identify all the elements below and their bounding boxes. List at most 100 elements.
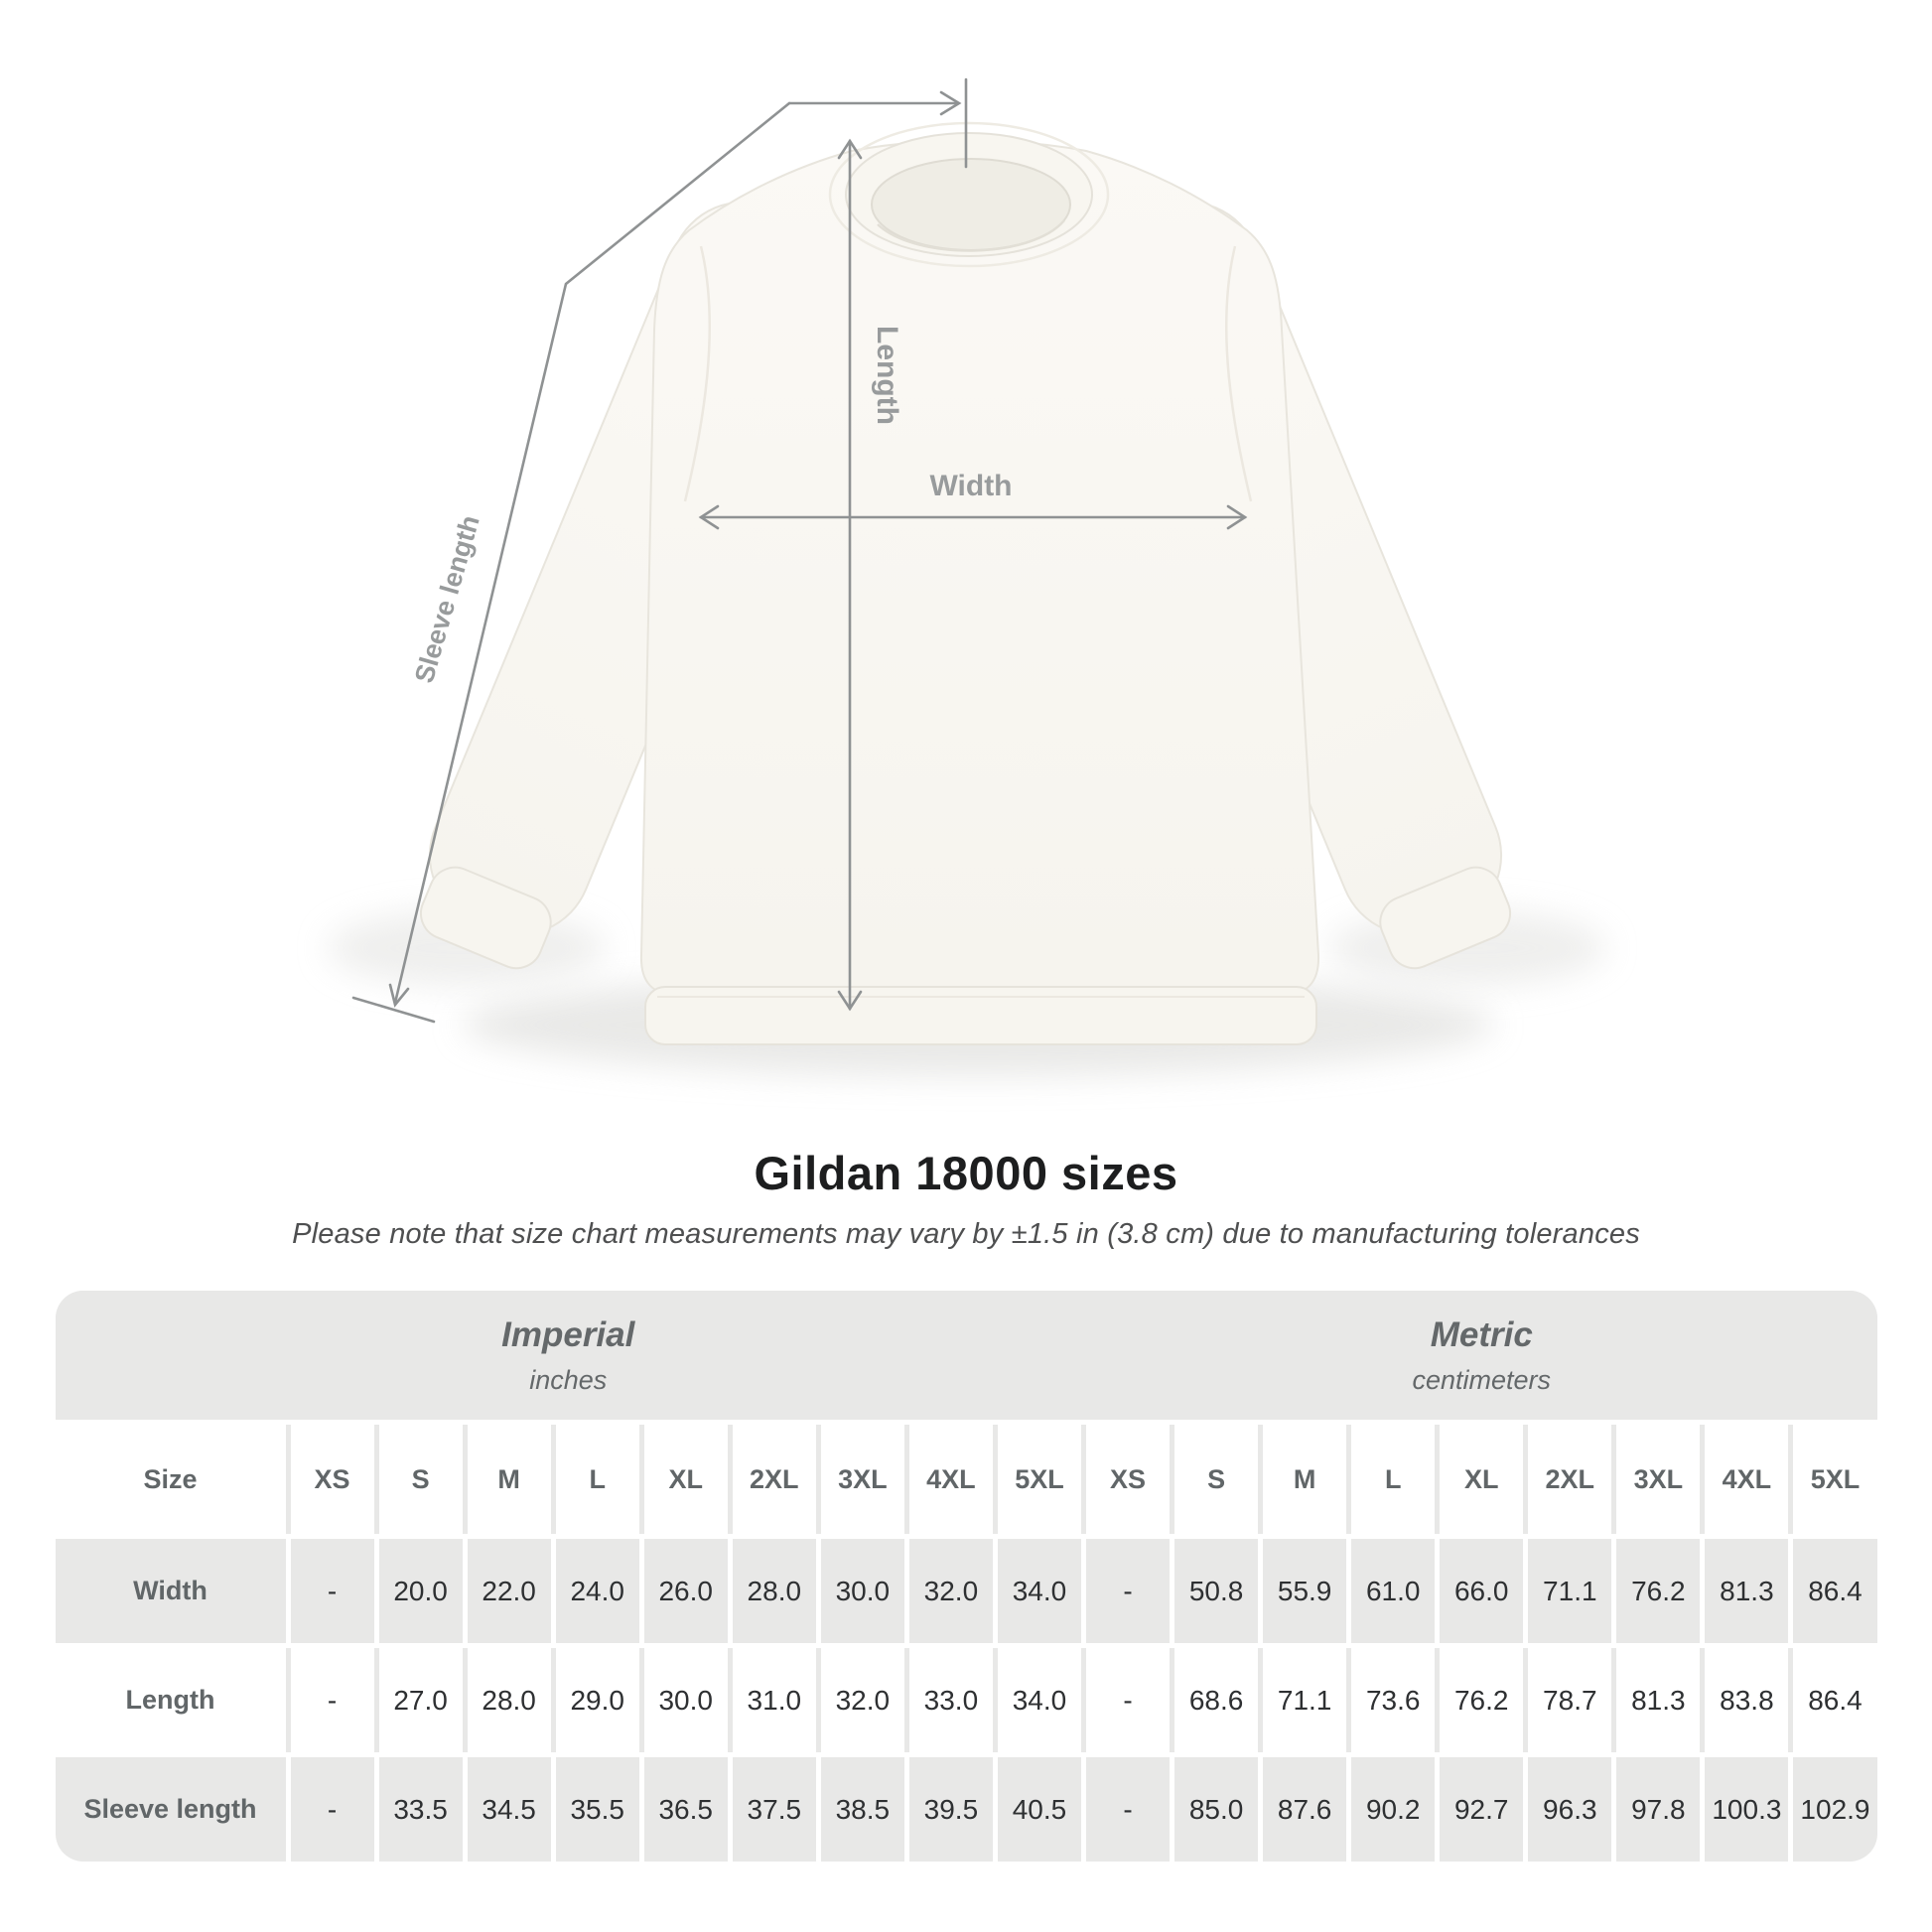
- sleeve-length-label: Sleeve length: [409, 512, 485, 687]
- measurement-value-cell: 102.9: [1793, 1757, 1877, 1862]
- size-col-header: 5XL: [1793, 1425, 1877, 1534]
- measurement-value-cell: 29.0: [555, 1648, 639, 1752]
- measurement-value-cell: 66.0: [1440, 1539, 1524, 1643]
- measurement-value-cell: 34.5: [467, 1757, 551, 1862]
- measurement-value-cell: -: [1086, 1757, 1171, 1862]
- imperial-group-header: Imperial inches: [55, 1291, 1081, 1420]
- measurement-value-cell: 71.1: [1263, 1648, 1347, 1752]
- row-label-sleeve-length: Sleeve length: [55, 1757, 286, 1862]
- measurement-value-cell: 50.8: [1174, 1539, 1259, 1643]
- measurement-value-cell: -: [290, 1757, 374, 1862]
- right-shoulder-seam: [1224, 245, 1253, 502]
- left-cuff: [420, 866, 552, 970]
- measurement-value-cell: 76.2: [1616, 1539, 1701, 1643]
- measurement-value-cell: 55.9: [1263, 1539, 1347, 1643]
- sweatshirt-measurement-figure: Length Width Sleeve length: [328, 77, 1606, 1076]
- right-cuff: [1379, 866, 1511, 970]
- size-col-header: 4XL: [908, 1425, 993, 1534]
- imperial-label: Imperial: [501, 1314, 635, 1354]
- size-col-header: XL: [643, 1425, 728, 1534]
- sleeve-length-row: Sleeve length -33.5 34.5 35.5 36.5 37.5 38.5 3…: [55, 1752, 1877, 1862]
- measurement-value-cell: -: [1086, 1539, 1171, 1643]
- imperial-unit: inches: [529, 1364, 608, 1395]
- measurement-value-cell: 28.0: [467, 1648, 551, 1752]
- size-col-header: XS: [1086, 1425, 1171, 1534]
- size-col-header: L: [555, 1425, 639, 1534]
- row-label-length: Length: [55, 1648, 286, 1752]
- size-col-header: L: [1351, 1425, 1436, 1534]
- measurement-value-cell: 73.6: [1351, 1648, 1436, 1752]
- measurement-value-cell: 27.0: [378, 1648, 463, 1752]
- measurement-value-cell: 30.0: [820, 1539, 904, 1643]
- length-row: Length -27.0 28.0 29.0 30.0 31.0 32.0 33.0 34.0…: [55, 1643, 1877, 1752]
- measurement-value-cell: 33.5: [378, 1757, 463, 1862]
- measurement-value-cell: 92.7: [1440, 1757, 1524, 1862]
- size-col-header: XS: [290, 1425, 374, 1534]
- width-label: Width: [929, 470, 1012, 502]
- measurement-value-cell: 20.0: [378, 1539, 463, 1643]
- hem-band: [644, 986, 1317, 1045]
- size-corner-header: Size: [55, 1425, 286, 1534]
- measurement-value-cell: -: [1086, 1648, 1171, 1752]
- size-col-header: 2XL: [732, 1425, 816, 1534]
- measurement-value-cell: 90.2: [1351, 1757, 1436, 1862]
- size-table: Imperial inches Metric centimeters Size …: [55, 1291, 1877, 1862]
- measurement-value-cell: 76.2: [1440, 1648, 1524, 1752]
- measurement-value-cell: 81.3: [1616, 1648, 1701, 1752]
- measurement-value-cell: 38.5: [820, 1757, 904, 1862]
- measurement-value-cell: 26.0: [643, 1539, 728, 1643]
- measurement-value-cell: 37.5: [732, 1757, 816, 1862]
- length-line: [837, 138, 863, 1012]
- left-shoulder-seam: [683, 245, 712, 502]
- measurement-value-cell: 32.0: [908, 1539, 993, 1643]
- measurement-value-cell: 86.4: [1793, 1648, 1877, 1752]
- sweatshirt-graphic: [420, 121, 1511, 1045]
- size-col-header: XL: [1440, 1425, 1524, 1534]
- measurement-value-cell: 81.3: [1705, 1539, 1789, 1643]
- measurement-value-cell: 22.0: [467, 1539, 551, 1643]
- measurement-value-cell: 35.5: [555, 1757, 639, 1862]
- size-col-header: M: [1263, 1425, 1347, 1534]
- unit-group-row: Imperial inches Metric centimeters: [55, 1291, 1877, 1420]
- metric-unit: centimeters: [1412, 1364, 1552, 1395]
- measurement-value-cell: 34.0: [997, 1648, 1081, 1752]
- size-header-row: Size XS S M L XL 2XL 3XL 4XL 5XL XS S M L XL 2XL 3XL 4XL…: [55, 1420, 1877, 1534]
- size-col-header: S: [1174, 1425, 1259, 1534]
- length-label: Length: [871, 326, 903, 425]
- measurement-value-cell: 31.0: [732, 1648, 816, 1752]
- sweatshirt-illustration: Length Width Sleeve length: [328, 77, 1606, 1076]
- measurement-value-cell: 78.7: [1528, 1648, 1612, 1752]
- measurement-value-cell: 87.6: [1263, 1757, 1347, 1862]
- width-line: [698, 504, 1248, 530]
- measurement-value-cell: 86.4: [1793, 1539, 1877, 1643]
- size-col-header: 3XL: [1616, 1425, 1701, 1534]
- measurement-value-cell: 100.3: [1705, 1757, 1789, 1862]
- size-col-header: 2XL: [1528, 1425, 1612, 1534]
- measurement-value-cell: 85.0: [1174, 1757, 1259, 1862]
- measurement-value-cell: -: [290, 1539, 374, 1643]
- size-col-header: 4XL: [1705, 1425, 1789, 1534]
- measurement-value-cell: 32.0: [820, 1648, 904, 1752]
- measurement-value-cell: 68.6: [1174, 1648, 1259, 1752]
- measurement-value-cell: -: [290, 1648, 374, 1752]
- title-block: Gildan 18000 sizes Please note that size…: [0, 1146, 1932, 1251]
- measurement-value-cell: 61.0: [1351, 1539, 1436, 1643]
- measurement-value-cell: 97.8: [1616, 1757, 1701, 1862]
- size-col-header: 3XL: [820, 1425, 904, 1534]
- width-row: Width -20.0 22.0 24.0 26.0 28.0 30.0 32.0 34.0-…: [55, 1534, 1877, 1643]
- size-col-header: M: [467, 1425, 551, 1534]
- size-col-header: S: [378, 1425, 463, 1534]
- row-label-width: Width: [55, 1539, 286, 1643]
- body-panel: [639, 139, 1320, 996]
- measurement-value-cell: 30.0: [643, 1648, 728, 1752]
- metric-group-header: Metric centimeters: [1086, 1291, 1877, 1420]
- measurement-value-cell: 33.0: [908, 1648, 993, 1752]
- sleeve-length-line: [351, 77, 968, 1024]
- measurement-value-cell: 34.0: [997, 1539, 1081, 1643]
- measurement-value-cell: 28.0: [732, 1539, 816, 1643]
- size-col-header: 5XL: [997, 1425, 1081, 1534]
- measurement-annotations: [351, 77, 1248, 1024]
- page-title: Gildan 18000 sizes: [754, 1147, 1178, 1199]
- measurement-value-cell: 40.5: [997, 1757, 1081, 1862]
